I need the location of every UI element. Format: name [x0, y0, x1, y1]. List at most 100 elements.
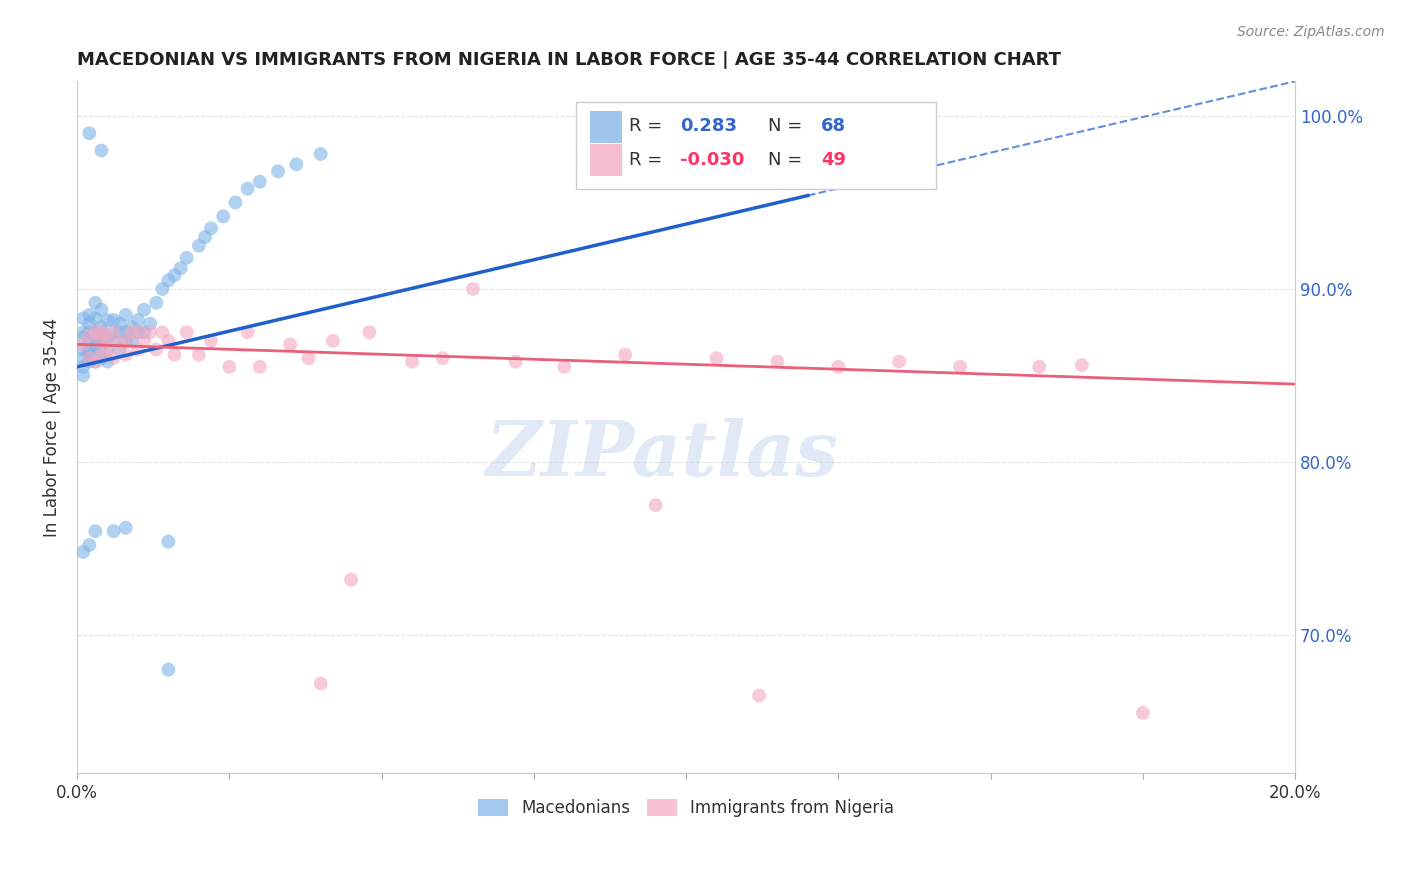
- Point: [90, 302, 112, 317]
- Text: 0.283: 0.283: [681, 118, 737, 136]
- Point: [132, 325, 155, 339]
- Point: [96, 330, 118, 344]
- Point: [72, 351, 94, 366]
- Point: [139, 325, 162, 339]
- Point: [249, 175, 271, 189]
- Point: [84, 354, 107, 368]
- Point: [72, 330, 94, 344]
- Point: [644, 498, 666, 512]
- Point: [614, 348, 637, 362]
- Point: [96, 330, 118, 344]
- Point: [72, 337, 94, 351]
- Point: [103, 325, 125, 339]
- Point: [297, 351, 319, 366]
- Point: [889, 354, 911, 368]
- Y-axis label: In Labor Force | Age 35-44: In Labor Force | Age 35-44: [44, 318, 60, 537]
- Point: [359, 325, 381, 339]
- Text: R =: R =: [628, 151, 668, 169]
- Point: [84, 524, 107, 539]
- Point: [139, 317, 162, 331]
- Point: [84, 337, 107, 351]
- Point: [72, 368, 94, 383]
- Point: [309, 147, 332, 161]
- Point: [285, 157, 308, 171]
- Point: [127, 313, 149, 327]
- Point: [169, 261, 191, 276]
- Text: 49: 49: [821, 151, 846, 169]
- Point: [827, 359, 849, 374]
- Point: [121, 320, 143, 334]
- Point: [108, 325, 131, 339]
- Point: [72, 359, 94, 374]
- Point: [121, 325, 143, 339]
- Point: [187, 348, 209, 362]
- Point: [90, 351, 112, 366]
- Point: [77, 351, 100, 366]
- Point: [278, 337, 301, 351]
- Point: [176, 251, 198, 265]
- Text: ZIPatlas: ZIPatlas: [485, 418, 838, 492]
- Legend: Macedonians, Immigrants from Nigeria: Macedonians, Immigrants from Nigeria: [471, 792, 901, 824]
- Point: [96, 343, 118, 357]
- Point: [401, 354, 423, 368]
- Point: [72, 343, 94, 357]
- Point: [90, 320, 112, 334]
- Point: [114, 348, 136, 362]
- Point: [103, 524, 125, 539]
- Point: [114, 308, 136, 322]
- Point: [200, 221, 222, 235]
- Point: [340, 573, 363, 587]
- Point: [157, 334, 180, 348]
- Point: [84, 348, 107, 362]
- Point: [103, 325, 125, 339]
- Point: [163, 348, 186, 362]
- Point: [84, 325, 107, 339]
- Point: [748, 689, 770, 703]
- Point: [236, 325, 259, 339]
- Point: [176, 325, 198, 339]
- Text: N =: N =: [768, 118, 807, 136]
- Point: [77, 343, 100, 357]
- Point: [212, 209, 235, 223]
- Point: [77, 348, 100, 362]
- Point: [187, 238, 209, 252]
- Text: Source: ZipAtlas.com: Source: ZipAtlas.com: [1237, 25, 1385, 39]
- Point: [96, 343, 118, 357]
- Point: [77, 328, 100, 343]
- Point: [218, 359, 240, 374]
- Point: [90, 334, 112, 348]
- Point: [77, 317, 100, 331]
- Point: [309, 676, 332, 690]
- Point: [145, 295, 167, 310]
- Point: [121, 334, 143, 348]
- FancyBboxPatch shape: [591, 145, 621, 176]
- Point: [461, 282, 484, 296]
- Point: [103, 351, 125, 366]
- Point: [132, 302, 155, 317]
- Point: [432, 351, 454, 366]
- Text: N =: N =: [768, 151, 807, 169]
- Text: -0.030: -0.030: [681, 151, 744, 169]
- Point: [322, 334, 344, 348]
- Point: [96, 313, 118, 327]
- Point: [706, 351, 728, 366]
- Point: [84, 330, 107, 344]
- Point: [114, 334, 136, 348]
- Point: [84, 295, 107, 310]
- Point: [90, 337, 112, 351]
- Point: [90, 348, 112, 362]
- Point: [200, 334, 222, 348]
- Point: [108, 343, 131, 357]
- Point: [77, 354, 100, 368]
- Point: [114, 325, 136, 339]
- Point: [72, 545, 94, 559]
- Point: [127, 325, 149, 339]
- Point: [72, 311, 94, 326]
- Point: [127, 325, 149, 339]
- Point: [127, 343, 149, 357]
- Point: [224, 195, 246, 210]
- Point: [103, 334, 125, 348]
- Point: [77, 126, 100, 140]
- Point: [145, 343, 167, 357]
- Point: [90, 144, 112, 158]
